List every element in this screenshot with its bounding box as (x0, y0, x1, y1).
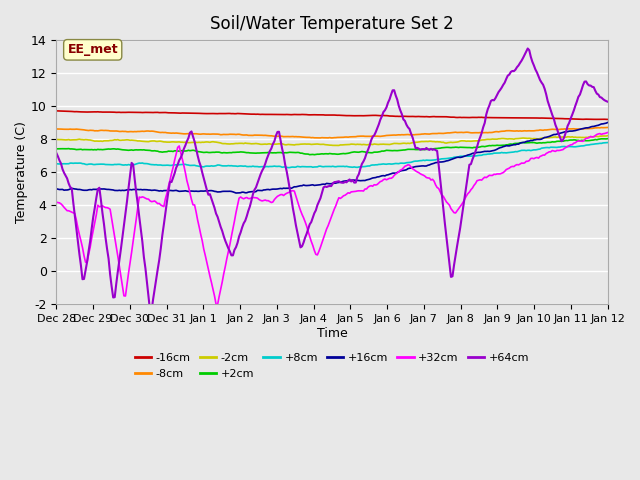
+8cm (120, 162, 128, 168)
Line: +2cm: +2cm (56, 139, 607, 155)
-2cm (244, 141, 252, 146)
+2cm (575, 137, 582, 143)
-16cm (120, 109, 128, 115)
+2cm (236, 149, 243, 155)
Title: Soil/Water Temperature Set 2: Soil/Water Temperature Set 2 (210, 15, 454, 33)
-8cm (575, 126, 582, 132)
Line: +64cm: +64cm (56, 48, 607, 311)
-2cm (332, 143, 340, 148)
+16cm (120, 188, 128, 193)
+64cm (120, 223, 128, 228)
+8cm (295, 164, 303, 169)
+32cm (246, 196, 253, 202)
-2cm (236, 141, 243, 146)
+16cm (217, 189, 225, 195)
+32cm (575, 138, 582, 144)
+64cm (524, 46, 532, 51)
+64cm (148, 308, 156, 314)
-8cm (217, 132, 225, 138)
Line: +32cm: +32cm (56, 132, 607, 305)
+2cm (604, 136, 611, 142)
-2cm (217, 140, 225, 146)
-2cm (294, 142, 301, 147)
+2cm (217, 150, 225, 156)
+32cm (52, 199, 60, 205)
+16cm (295, 183, 303, 189)
-16cm (244, 111, 252, 117)
+2cm (120, 147, 128, 153)
Line: -16cm: -16cm (56, 111, 607, 120)
-16cm (573, 116, 580, 122)
+8cm (52, 161, 60, 167)
+64cm (246, 204, 253, 209)
-8cm (236, 132, 243, 137)
+64cm (218, 228, 226, 234)
+64cm (576, 92, 584, 97)
+32cm (604, 130, 611, 135)
-8cm (315, 135, 323, 141)
Line: +16cm: +16cm (56, 122, 607, 193)
+64cm (604, 99, 611, 105)
+2cm (52, 146, 60, 152)
X-axis label: Time: Time (317, 327, 348, 340)
+8cm (284, 165, 292, 170)
-8cm (604, 125, 611, 131)
+32cm (218, 279, 226, 285)
-2cm (604, 133, 611, 139)
+32cm (120, 293, 128, 299)
-16cm (236, 111, 243, 117)
-16cm (52, 108, 60, 114)
+32cm (237, 194, 244, 200)
-16cm (294, 112, 301, 118)
+2cm (310, 152, 318, 157)
Line: -2cm: -2cm (56, 136, 607, 145)
-8cm (52, 126, 60, 132)
Line: +8cm: +8cm (56, 143, 607, 168)
-2cm (120, 137, 128, 143)
-8cm (294, 134, 301, 140)
+2cm (294, 150, 301, 156)
+16cm (232, 190, 240, 196)
+16cm (575, 127, 582, 132)
-2cm (575, 134, 582, 140)
+64cm (237, 229, 244, 235)
+32cm (295, 203, 303, 209)
Text: EE_met: EE_met (67, 43, 118, 56)
+8cm (575, 144, 582, 149)
+8cm (244, 164, 252, 169)
-16cm (604, 117, 611, 122)
-8cm (120, 129, 128, 134)
+8cm (604, 140, 611, 145)
-8cm (244, 132, 252, 138)
+32cm (214, 302, 221, 308)
Y-axis label: Temperature (C): Temperature (C) (15, 121, 28, 223)
Line: -8cm: -8cm (56, 128, 607, 138)
Legend: -16cm, -8cm, -2cm, +2cm, +8cm, +16cm, +32cm, +64cm: -16cm, -8cm, -2cm, +2cm, +8cm, +16cm, +3… (131, 349, 534, 383)
-2cm (52, 137, 60, 143)
+16cm (246, 189, 253, 195)
+8cm (217, 163, 225, 168)
+64cm (52, 150, 60, 156)
-16cm (217, 111, 225, 117)
+2cm (244, 150, 252, 156)
+16cm (237, 190, 244, 196)
+64cm (295, 237, 303, 242)
+16cm (604, 120, 611, 125)
+8cm (236, 163, 243, 169)
+16cm (52, 186, 60, 192)
